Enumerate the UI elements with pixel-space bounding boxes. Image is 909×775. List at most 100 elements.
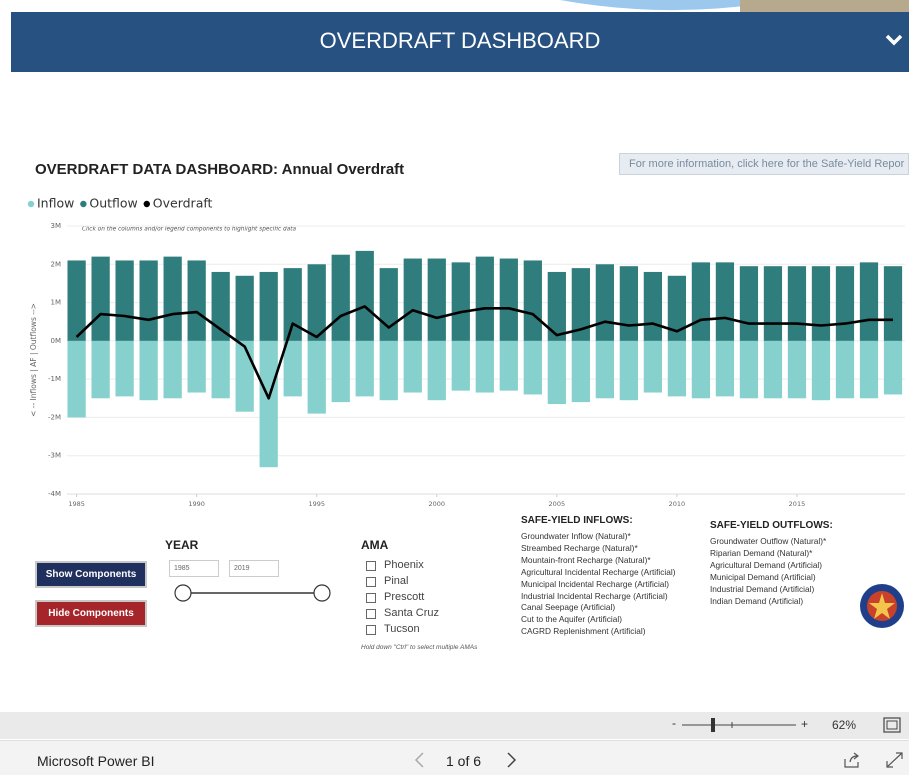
bar xyxy=(643,340,663,393)
y-tick-label: 0M xyxy=(51,337,62,345)
zoom-in[interactable]: + xyxy=(801,717,809,731)
bar xyxy=(115,340,134,397)
y-tick-label: -2M xyxy=(48,413,61,421)
year-to-input[interactable]: 2019 xyxy=(229,560,279,577)
legend-marker xyxy=(143,200,150,208)
legend-label: Inflow xyxy=(37,196,74,211)
ama-checkbox[interactable] xyxy=(366,593,376,603)
bar xyxy=(235,340,254,412)
bar xyxy=(427,340,446,401)
legend-label: Overdraft xyxy=(153,196,213,211)
bar xyxy=(739,266,759,341)
bar xyxy=(547,271,566,341)
list-item: Cut to the Aquifer (Artificial) xyxy=(521,614,622,625)
adwr-logo xyxy=(860,584,904,628)
bar xyxy=(595,340,614,399)
y-tick-label: 1M xyxy=(51,299,62,307)
zoom-handle[interactable] xyxy=(711,718,715,732)
bar xyxy=(835,266,855,341)
list-item: Industrial Demand (Artificial) xyxy=(710,583,815,594)
year-slider[interactable] xyxy=(170,582,335,604)
bar xyxy=(475,340,494,393)
y-tick-label: -1M xyxy=(48,375,61,383)
share-button[interactable] xyxy=(842,751,862,769)
fullscreen-icon xyxy=(886,752,903,768)
bar xyxy=(643,271,663,341)
bar xyxy=(187,260,206,341)
bar xyxy=(91,256,110,341)
bar xyxy=(691,262,711,341)
bar xyxy=(763,340,783,399)
fit-icon xyxy=(883,717,901,733)
next-page[interactable] xyxy=(505,750,519,770)
bar xyxy=(811,266,831,341)
ama-option-label: Pinal xyxy=(384,575,409,587)
zoom-out[interactable]: - xyxy=(672,716,676,730)
prev-page[interactable] xyxy=(412,750,426,770)
legend-marker xyxy=(27,200,35,208)
x-tick-label: 1985 xyxy=(68,500,85,508)
info-link-button[interactable]: For more information, click here for the… xyxy=(619,153,909,175)
bar xyxy=(859,340,879,399)
share-icon xyxy=(844,752,859,768)
bar xyxy=(691,340,711,399)
list-item: Streambed Recharge (Natural)* xyxy=(521,542,638,553)
list-item: Municipal Incidental Recharge (Artificia… xyxy=(521,578,670,589)
ama-checkbox[interactable] xyxy=(366,561,376,571)
bar xyxy=(499,340,518,391)
collapse-chevron[interactable] xyxy=(884,32,904,48)
year-label: YEAR xyxy=(165,538,199,552)
ama-checkbox[interactable] xyxy=(366,625,376,635)
outflows-title: SAFE-YIELD OUTFLOWS: xyxy=(710,520,833,531)
bar xyxy=(235,275,254,341)
bar xyxy=(163,340,182,399)
zoom-slider[interactable] xyxy=(682,716,798,732)
chart-annotation: Click on the columns and/or legend compo… xyxy=(82,227,297,233)
top-decoration xyxy=(560,0,909,12)
hide-components-button[interactable]: Hide Components xyxy=(35,600,147,627)
bar xyxy=(67,260,86,341)
bar xyxy=(139,260,158,341)
ama-checkbox[interactable] xyxy=(366,609,376,619)
slider-handle[interactable] xyxy=(174,584,192,602)
bar xyxy=(523,260,542,341)
chevron-icon xyxy=(885,34,903,46)
bar xyxy=(715,340,735,397)
slider-handle[interactable] xyxy=(313,584,331,602)
bar xyxy=(571,268,590,341)
bar xyxy=(187,340,206,393)
bar xyxy=(259,340,278,468)
show-components-button[interactable]: Show Components xyxy=(35,561,147,588)
list-item: Municipal Demand (Artificial) xyxy=(710,571,816,582)
bar xyxy=(739,340,759,399)
x-tick-label: 2000 xyxy=(429,500,446,508)
x-tick-label: 1990 xyxy=(188,500,205,508)
prev-arrow xyxy=(414,752,424,768)
list-item: Riparian Demand (Natural)* xyxy=(710,547,813,558)
page-indicator: 1 of 6 xyxy=(446,753,482,769)
list-item: CAGRD Replenishment (Artificial) xyxy=(521,626,646,637)
bar xyxy=(451,262,470,341)
fullscreen-button[interactable] xyxy=(884,751,906,769)
bar xyxy=(475,256,494,341)
y-tick-label: -4M xyxy=(48,490,61,498)
x-tick-label: 2005 xyxy=(549,500,566,508)
header-bar xyxy=(11,12,909,72)
bar xyxy=(355,250,374,341)
y-tick-label: 3M xyxy=(51,222,62,230)
list-item: Industrial Incidental Recharge (Artifici… xyxy=(521,590,668,601)
bar xyxy=(883,266,903,341)
bar xyxy=(763,266,783,341)
decoration-wave xyxy=(560,0,760,11)
ama-checkbox[interactable] xyxy=(366,577,376,587)
list-item: Canal Seepage (Artificial) xyxy=(521,602,616,613)
year-from-input[interactable]: 1985 xyxy=(169,560,219,577)
bar xyxy=(211,271,230,341)
x-tick-label: 2010 xyxy=(669,500,686,508)
list-item: Groundwater Inflow (Natural)* xyxy=(521,531,631,541)
list-item: Agricultural Incidental Recharge (Artifi… xyxy=(521,566,676,577)
bar xyxy=(595,264,614,341)
fit-page-button[interactable] xyxy=(882,716,902,734)
bar xyxy=(67,340,86,418)
next-arrow xyxy=(507,752,517,768)
